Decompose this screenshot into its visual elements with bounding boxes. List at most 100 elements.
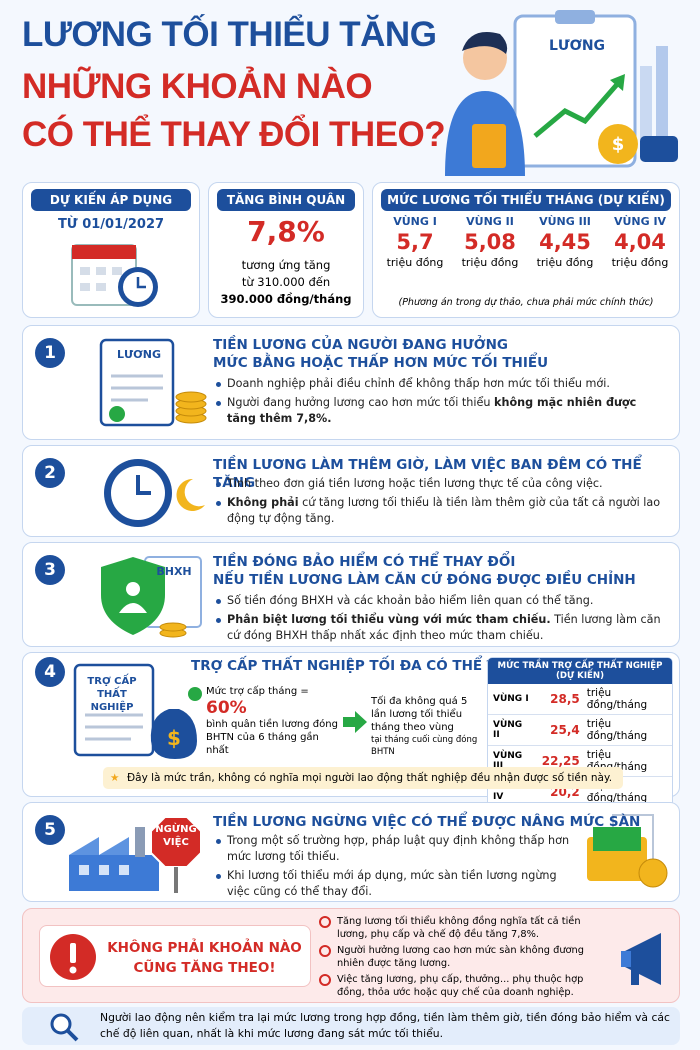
region-name: VÙNG IV <box>613 215 667 228</box>
section-title: TIỀN LƯƠNG CỦA NGƯỜI ĐANG HƯỞNG <box>213 337 508 353</box>
graphic <box>625 933 661 985</box>
graphic <box>79 865 89 875</box>
bullet: Doanh nghiệp phải điều chỉnh để không th… <box>213 376 668 392</box>
section-title: TIỀN LƯƠNG LÀM THÊM GIỜ, LÀM VIỆC BAN ĐÊ… <box>213 457 642 491</box>
graphic <box>188 687 202 701</box>
check-icon <box>319 945 331 957</box>
check-icon <box>319 974 331 986</box>
region-amount: 5,7 <box>396 230 434 254</box>
graphic <box>136 475 151 495</box>
detail-line: tương ứng tăng <box>241 258 331 272</box>
region-amount: 5,08 <box>464 230 516 254</box>
region-unit: triệu đồng <box>386 256 444 269</box>
bullet-text: Tiền lương làm căn cứ đóng BHXH thấp nhấ… <box>227 613 661 642</box>
warning-point: Người hưởng lương cao hơn mức sàn không … <box>319 944 614 970</box>
graphic <box>79 865 129 875</box>
bullet-text: Doanh nghiệp phải điều chỉnh để không th… <box>227 377 610 390</box>
graphic <box>96 283 106 291</box>
bullet-list: Trong một số trường hợp, pháp luật quy đ… <box>213 833 573 903</box>
icon-label: BHXH <box>156 565 192 578</box>
region-name: VÙNG III <box>539 215 591 228</box>
graphic <box>99 865 109 875</box>
bullet-text: Phân biệt lương tối thiểu vùng với mức t… <box>227 613 551 626</box>
bullet: Số tiền đóng BHXH và các khoản bảo hiểm … <box>213 593 668 609</box>
section-number: 1 <box>35 338 65 368</box>
summary-effective: DỰ KIẾN ÁP DỤNG TỪ 01/01/2027 <box>22 182 200 318</box>
table-cell: 25,4 <box>536 714 582 746</box>
warning-title-line: CŨNG TĂNG THEO! <box>133 960 276 976</box>
icon-label: TRỢ CẤP THẤT NGHIỆP <box>87 676 137 713</box>
formula-label: Mức trợ cấp tháng = <box>206 686 309 697</box>
check-icon <box>319 916 331 928</box>
graphic <box>150 816 202 868</box>
icon <box>99 338 207 427</box>
bullet-text: Trong một số trường hợp, pháp luật quy đ… <box>227 834 570 863</box>
section: $ TRỢ CẤP THẤT NGHIỆP TRỢ CẤP THẤT NGHIỆ… <box>22 652 680 809</box>
graphic <box>638 858 668 888</box>
table-cell: 28,5 <box>536 684 582 715</box>
note: ★ Đây là mức trần, không có nghĩa mọi ngư… <box>103 767 623 789</box>
graphic <box>176 478 205 511</box>
table-row: VÙNG I 28,5 triệu đồng/tháng <box>488 684 672 715</box>
cap-detail: tại tháng cuối cùng đóng BHTN <box>371 735 478 757</box>
region: VÙNG I 5,7 triệu đồng <box>379 215 451 269</box>
table-cell: triệu đồng/tháng <box>581 714 672 746</box>
alert-icon <box>50 934 96 980</box>
clock-icon <box>104 459 205 527</box>
formula-rate: 60% <box>206 698 247 718</box>
bullet: Phân biệt lương tối thiểu vùng với mức t… <box>213 612 668 644</box>
money-icon <box>587 814 668 888</box>
title: NHỮNG KHOẢN NÀO <box>22 67 373 106</box>
bullet-text: Người đang hưởng lương cao hơn mức tối t… <box>227 396 495 409</box>
illustration-label: LƯƠNG <box>548 38 606 54</box>
graphic <box>621 951 631 967</box>
graphic <box>136 277 146 289</box>
graphic <box>50 1013 72 1035</box>
table-heading: MỨC TRẦN TRỢ CẤP THẤT NGHIỆP (DỰ KIẾN) <box>488 658 672 684</box>
graphic: ★ <box>110 772 120 784</box>
formula: Mức trợ cấp tháng = 60% bình quân tiền l… <box>188 685 343 757</box>
graphic <box>112 267 122 275</box>
graphic <box>119 865 129 875</box>
graphic <box>73 663 155 757</box>
graphic <box>85 713 143 741</box>
illustration: $ <box>445 10 678 176</box>
bullet-text: không mặc nhiên được tăng thêm 7,8%. <box>227 396 637 425</box>
section-number: 3 <box>35 555 65 585</box>
warning-title: KHÔNG PHẢI KHOẢN NÀO CŨNG TĂNG THEO! <box>102 938 307 978</box>
graphic <box>109 406 125 422</box>
section: NGỪNG VIỆC 5 TIỀN LƯƠNG NGỪNG VIỆC CÓ THỂ… <box>22 802 680 902</box>
summary-minimum-wage: MỨC LƯƠNG TỐI THIỂU THÁNG (DỰ KIẾN) (Phư… <box>372 182 680 318</box>
graphic <box>159 622 187 632</box>
graphic <box>472 124 506 168</box>
graphic <box>610 74 625 91</box>
graphic <box>126 582 140 596</box>
section-number: 5 <box>35 815 65 845</box>
region-amount: 4,45 <box>539 230 591 254</box>
title: CÓ THỂ THAY ĐỔI THEO? <box>22 115 446 154</box>
region-amount: 4,04 <box>614 230 666 254</box>
box-heading: TĂNG BÌNH QUÂN <box>217 189 355 211</box>
region-unit: triệu đồng <box>611 256 669 269</box>
table: VÙNG I 28,5 triệu đồng/tháng VÙNG II 25,4 tri… <box>488 684 672 808</box>
graphic <box>343 711 367 733</box>
graphic <box>175 391 207 403</box>
section: 2 TIỀN LƯƠNG LÀM THÊM GIỜ, LÀM VIỆC BAN Đ… <box>22 445 680 537</box>
rate: 7,8% <box>247 215 325 248</box>
section-title: NẾU TIỀN LƯƠNG LÀM CĂN CỨ ĐÓNG ĐƯỢC ĐIỀU… <box>213 572 636 588</box>
clipboard-icon: $ <box>73 663 197 759</box>
graphic <box>80 267 122 291</box>
graphic: $ <box>612 134 625 155</box>
section-title: TIỀN LƯƠNG NGỪNG VIỆC CÓ THỂ ĐƯỢC NÂNG M… <box>213 814 641 830</box>
bullet-list: Tính theo đơn giá tiền lương hoặc tiền l… <box>213 476 668 530</box>
graphic <box>462 32 508 54</box>
rate-detail: tương ứng tăng từ 310.000 đến 390.000 đồ… <box>209 257 363 308</box>
summary-average: TĂNG BÌNH QUÂN 7,8% tương ứng tăng từ 31… <box>208 182 364 318</box>
warning-title-box: KHÔNG PHẢI KHOẢN NÀO CŨNG TĂNG THEO! <box>39 925 311 987</box>
title: LƯƠNG TỐI THIỂU TĂNG <box>22 15 437 54</box>
bullet: Không phải cứ tăng lương tối thiểu là ti… <box>213 495 668 527</box>
warning-point: Tăng lương tối thiểu không đồng nghĩa tấ… <box>319 915 614 941</box>
section-title: TIỀN ĐÓNG BẢO HIỂM CÓ THỂ THAY ĐỔI <box>213 554 516 570</box>
region: VÙNG II 5,08 triệu đồng <box>454 215 526 269</box>
bullet-text: Tính theo đơn giá tiền lương hoặc tiền l… <box>227 477 603 490</box>
